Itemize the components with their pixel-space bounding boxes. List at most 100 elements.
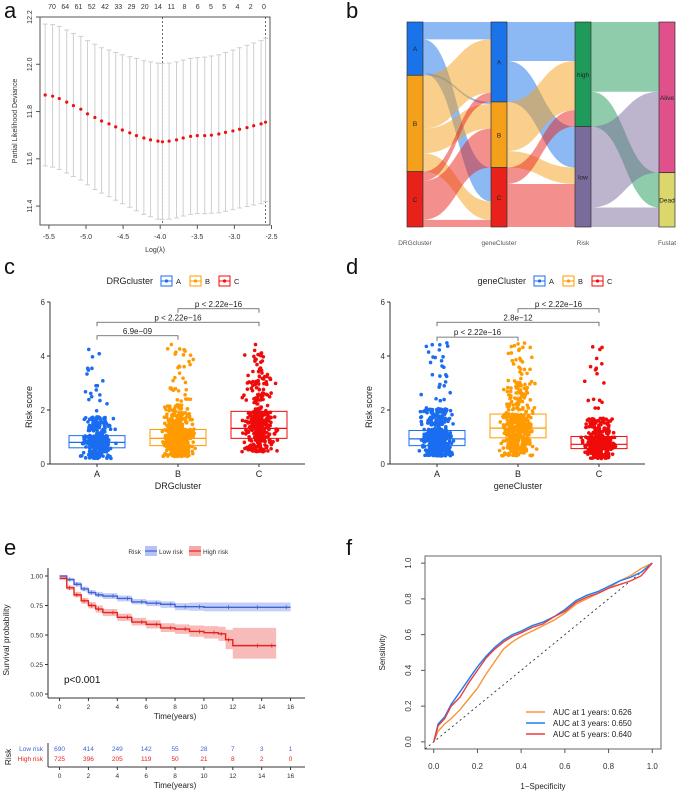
confidence-band <box>59 576 277 659</box>
data-point <box>243 419 248 423</box>
data-point <box>179 430 184 434</box>
data-point <box>183 393 187 397</box>
risk-table-x-tick-label: 4 <box>115 773 119 780</box>
data-point <box>95 442 99 446</box>
data-point <box>511 362 516 366</box>
data-point <box>184 420 189 424</box>
risk-table-title: Risk <box>3 748 13 765</box>
data-point <box>164 407 168 412</box>
data-point <box>274 429 278 434</box>
panel-label-a: a <box>4 0 17 23</box>
data-point <box>449 451 453 455</box>
data-point <box>256 431 261 436</box>
jitter-points <box>579 345 618 461</box>
risk-table-cell: 21 <box>200 756 208 763</box>
data-point <box>257 418 262 423</box>
data-point <box>612 435 617 440</box>
data-point <box>268 415 273 420</box>
data-point <box>419 392 423 397</box>
data-point <box>171 445 175 450</box>
plot-frame <box>424 555 662 750</box>
data-point <box>428 360 433 365</box>
data-point <box>86 420 90 424</box>
data-point <box>82 417 87 422</box>
data-point <box>82 437 86 442</box>
y-tick-label: 0.75 <box>30 603 43 610</box>
data-point <box>522 416 527 421</box>
legend-key-dot <box>222 279 227 283</box>
legend-label: AUC at 1 years: 0.626 <box>553 708 632 717</box>
y-tick-label: 1.0 <box>404 557 413 569</box>
data-point <box>177 371 182 375</box>
data-point <box>256 379 260 383</box>
data-point <box>86 434 90 439</box>
sankey-node <box>658 172 676 228</box>
data-point <box>102 449 107 454</box>
data-point <box>528 398 533 402</box>
data-point <box>189 134 193 138</box>
x-tick-label: 14 <box>258 704 266 711</box>
comparison-bracket <box>436 336 519 342</box>
data-point <box>160 140 165 144</box>
data-point <box>264 382 269 387</box>
jitter-points <box>78 347 118 461</box>
data-point <box>163 428 168 432</box>
data-point <box>181 353 186 357</box>
data-point <box>596 406 601 410</box>
data-point <box>142 136 146 140</box>
comparison-bracket <box>436 321 600 327</box>
data-point <box>516 444 520 449</box>
data-point <box>516 342 520 346</box>
data-point <box>187 444 192 448</box>
data-point <box>188 362 192 367</box>
data-point <box>187 432 192 436</box>
data-point <box>265 374 269 379</box>
y-tick-label: 12.0 <box>27 57 34 71</box>
data-point <box>512 430 516 435</box>
panel-label-e: e <box>4 535 17 560</box>
data-point <box>250 388 255 393</box>
data-point <box>428 407 433 412</box>
data-point <box>522 392 527 396</box>
data-point <box>240 395 245 400</box>
data-point <box>106 424 110 428</box>
data-point <box>525 403 530 408</box>
data-point <box>156 139 160 143</box>
data-point <box>518 370 522 374</box>
data-point <box>419 422 424 427</box>
sankey-node-label: B <box>497 132 501 139</box>
data-point <box>98 398 102 403</box>
data-point <box>506 351 511 356</box>
sankey-flow <box>507 22 575 61</box>
sankey-node-label: B <box>413 121 417 128</box>
data-point <box>92 451 97 456</box>
data-point <box>237 127 242 131</box>
data-point <box>594 452 598 457</box>
data-point <box>605 446 609 451</box>
data-point <box>501 423 506 427</box>
data-point <box>431 355 435 359</box>
data-point <box>610 452 615 456</box>
data-point <box>257 448 261 453</box>
data-point <box>513 433 518 437</box>
data-point <box>521 407 525 411</box>
data-point <box>253 342 258 347</box>
data-point <box>83 389 88 394</box>
data-point <box>519 435 523 439</box>
data-point <box>512 441 516 445</box>
data-point <box>174 138 179 142</box>
data-point <box>588 364 593 369</box>
data-point <box>173 409 178 414</box>
data-point <box>498 420 503 424</box>
y-tick-label: 0.0 <box>404 736 413 748</box>
data-point <box>444 373 448 377</box>
x-tick-label: C <box>256 469 263 479</box>
data-point <box>86 368 91 372</box>
data-point <box>257 409 261 414</box>
data-point <box>504 428 509 432</box>
data-point <box>86 347 91 352</box>
data-point <box>252 409 257 414</box>
data-point <box>175 398 180 402</box>
data-point <box>167 139 171 143</box>
top-tick-label: 4 <box>236 4 240 11</box>
